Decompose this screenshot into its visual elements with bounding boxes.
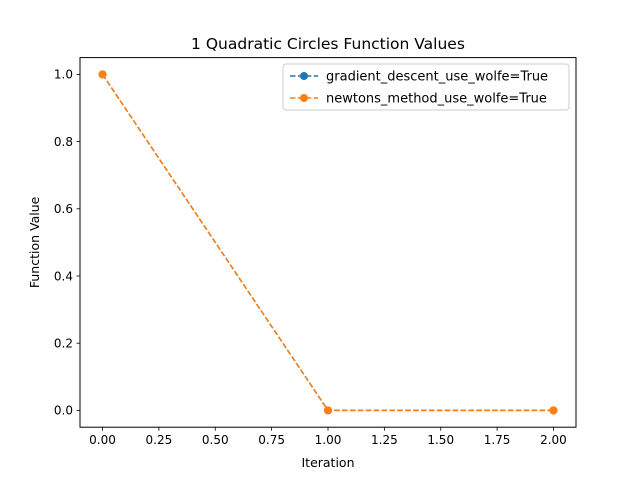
legend-marker <box>300 94 308 102</box>
x-tick-label: 0.50 <box>202 433 229 447</box>
y-tick-label: 0.0 <box>54 404 73 418</box>
x-axis: 0.00 0.25 0.50 0.75 1.00 1.25 1.50 1.75 2.00 <box>89 427 567 447</box>
x-axis-label: Iteration <box>301 455 354 470</box>
x-tick-label: 0.00 <box>89 433 116 447</box>
y-tick-label: 1.0 <box>54 68 73 82</box>
x-tick-label: 1.75 <box>484 433 511 447</box>
legend-marker <box>300 72 308 80</box>
y-tick-label: 0.4 <box>54 269 73 283</box>
legend-label: newtons_method_use_wolfe=True <box>326 92 547 107</box>
legend: gradient_descent_use_wolfe=True newtons_m… <box>282 63 570 111</box>
y-axis: 0.0 0.2 0.4 0.6 0.8 1.0 <box>54 68 80 418</box>
series-point-1 <box>549 406 558 415</box>
legend-box <box>282 63 570 111</box>
y-tick-label: 0.2 <box>54 337 73 351</box>
x-tick-label: 1.00 <box>315 433 342 447</box>
series-point-1 <box>324 406 332 415</box>
x-tick-label: 2.00 <box>540 433 567 447</box>
x-tick-label: 0.75 <box>258 433 285 447</box>
x-tick-label: 0.25 <box>146 433 173 447</box>
legend-label: gradient_descent_use_wolfe=True <box>326 70 548 85</box>
y-tick-label: 0.8 <box>54 135 73 149</box>
series-point-1 <box>98 70 107 79</box>
x-tick-label: 1.25 <box>371 433 398 447</box>
chart-title: 1 Quadratic Circles Function Values <box>191 35 465 53</box>
y-axis-label: Function Value <box>27 196 42 288</box>
y-tick-label: 0.6 <box>54 202 73 216</box>
plot-area <box>98 70 558 415</box>
x-tick-label: 1.50 <box>427 433 454 447</box>
